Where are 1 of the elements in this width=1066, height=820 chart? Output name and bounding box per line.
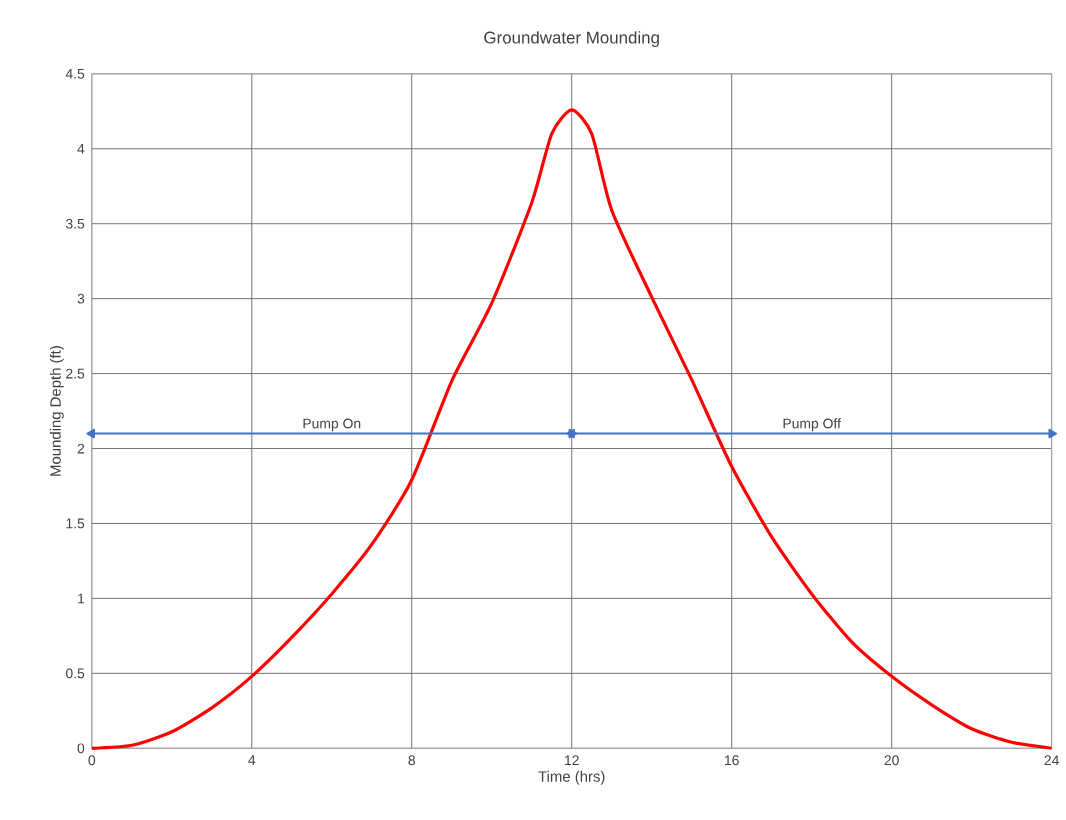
chart-title: Groundwater Mounding	[484, 31, 659, 47]
